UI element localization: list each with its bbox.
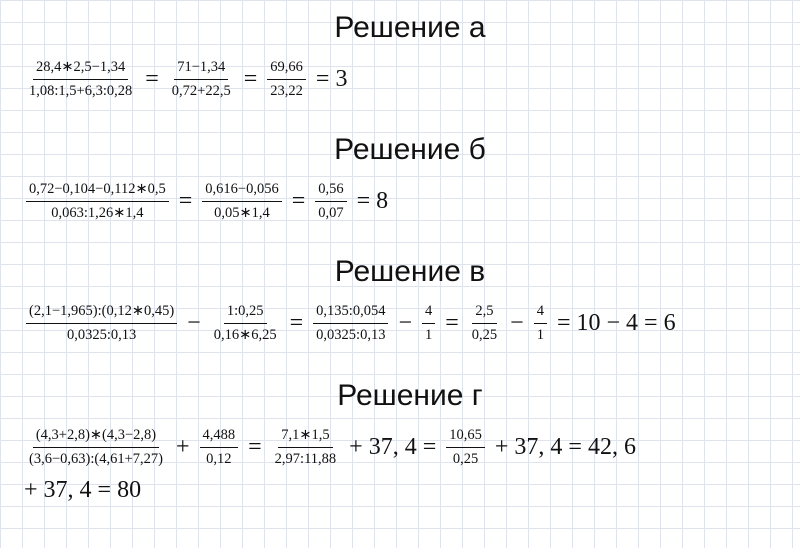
denominator: 0,25 (452, 450, 479, 467)
expression-line: 0,72−0,104−0,112∗0,5 0,063:1,26∗1,4 = 0,616… (0, 170, 800, 232)
numerator: 69,66 (267, 59, 306, 80)
denominator: 0,0325:0,13 (66, 326, 137, 343)
operator: + 37, 4 = 80 (24, 476, 142, 503)
operator: = (178, 187, 193, 214)
section-title: Решение в (334, 255, 486, 288)
expression-line: (2,1−1,965):(0,12∗0,45) 0,0325:0,13−1:0,2… (0, 292, 800, 354)
fraction: (2,1−1,965):(0,12∗0,45) 0,0325:0,13 (26, 303, 178, 344)
denominator: 0,12 (206, 450, 232, 467)
operator: = (145, 65, 159, 92)
numerator: 0,616−0,056 (202, 181, 282, 202)
numerator: 1:0,25 (223, 303, 267, 324)
solution-section: Решение а 28,4∗2,5−1,34 1,08:1,5+6,3:0,28 =… (0, 8, 800, 110)
expression-line: 28,4∗2,5−1,34 1,08:1,5+6,3:0,28 = 71−1,34 0,… (0, 48, 800, 110)
denominator: 1 (536, 326, 544, 343)
denominator: 0,07 (318, 204, 344, 221)
operator: = (289, 309, 304, 336)
numerator: 71−1,34 (174, 59, 229, 80)
section-title: Решение б (334, 133, 486, 166)
fraction: 0,135:0,054 0,0325:0,13 (313, 303, 389, 344)
fraction: (4,3+2,8)∗(4,3−2,8) (3,6−0,63):(4,61+7,27… (26, 427, 166, 468)
fraction: 28,4∗2,5−1,34 1,08:1,5+6,3:0,28 (26, 59, 135, 100)
operator: + (175, 433, 190, 460)
expression-line: + 37, 4 = 80 (0, 470, 800, 510)
operator: = (291, 187, 306, 214)
operator: = (248, 433, 262, 460)
operator: + 37, 4 = 42, 6 (494, 433, 636, 460)
numerator: 0,72−0,104−0,112∗0,5 (26, 181, 169, 202)
denominator: 0,0325:0,13 (316, 326, 386, 343)
fraction: 7,1∗1,5 2,97:11,88 (272, 427, 340, 468)
fraction: 69,66 23,22 (267, 59, 306, 100)
fraction: 0,56 0,07 (315, 181, 347, 222)
numerator: 10,65 (446, 427, 485, 448)
operator: = (243, 65, 258, 92)
section-title: Решение а (334, 11, 486, 44)
operator: = 3 (315, 65, 348, 92)
denominator: 0,25 (471, 326, 498, 343)
numerator: 28,4∗2,5−1,34 (33, 59, 129, 80)
fraction: 0,616−0,056 0,05∗1,4 (202, 181, 282, 222)
denominator: 0,72+22,5 (171, 82, 231, 99)
numerator: 7,1∗1,5 (278, 427, 333, 448)
section-title: Решение г (337, 379, 483, 412)
numerator: 2,5 (472, 303, 497, 324)
solution-section: Решение г (4,3+2,8)∗(4,3−2,8) (3,6−0,63):(… (0, 376, 800, 510)
numerator: 4,488 (199, 427, 239, 448)
numerator: 4 (533, 303, 547, 324)
numerator: 0,135:0,054 (313, 303, 389, 324)
operator: − (187, 309, 201, 336)
denominator: 0,16∗6,25 (213, 326, 277, 343)
operator: = (445, 309, 459, 336)
numerator: 4 (422, 303, 436, 324)
solution-section: Решение б 0,72−0,104−0,112∗0,5 0,063:1,26∗… (0, 130, 800, 232)
denominator: 0,063:1,26∗1,4 (51, 204, 144, 221)
denominator: 2,97:11,88 (274, 450, 337, 467)
operator: + 37, 4 = (349, 433, 437, 460)
denominator: 1 (425, 326, 433, 343)
denominator: 23,22 (270, 82, 303, 99)
fraction: 4,488 0,12 (199, 427, 239, 468)
fraction: 0,72−0,104−0,112∗0,5 0,063:1,26∗1,4 (26, 181, 169, 222)
operator: = 10 − 4 = 6 (556, 309, 676, 336)
denominator: (3,6−0,63):(4,61+7,27) (29, 450, 163, 467)
numerator: (4,3+2,8)∗(4,3−2,8) (32, 427, 160, 448)
numerator: 0,56 (315, 181, 347, 202)
numerator: (2,1−1,965):(0,12∗0,45) (26, 303, 178, 324)
solution-section: Решение в (2,1−1,965):(0,12∗0,45) 0,0325:0… (0, 252, 800, 354)
operator: − (510, 309, 524, 336)
fraction: 10,65 0,25 (446, 427, 485, 468)
denominator: 1,08:1,5+6,3:0,28 (29, 82, 133, 99)
denominator: 0,05∗1,4 (214, 204, 270, 221)
fraction: 1:0,25 0,16∗6,25 (211, 303, 280, 344)
expression-line: (4,3+2,8)∗(4,3−2,8) (3,6−0,63):(4,61+7,27… (0, 416, 800, 478)
operator: − (398, 309, 412, 336)
operator: = 8 (356, 187, 389, 214)
fraction: 71−1,34 0,72+22,5 (169, 59, 234, 100)
fraction: 2,5 0,25 (469, 303, 500, 344)
